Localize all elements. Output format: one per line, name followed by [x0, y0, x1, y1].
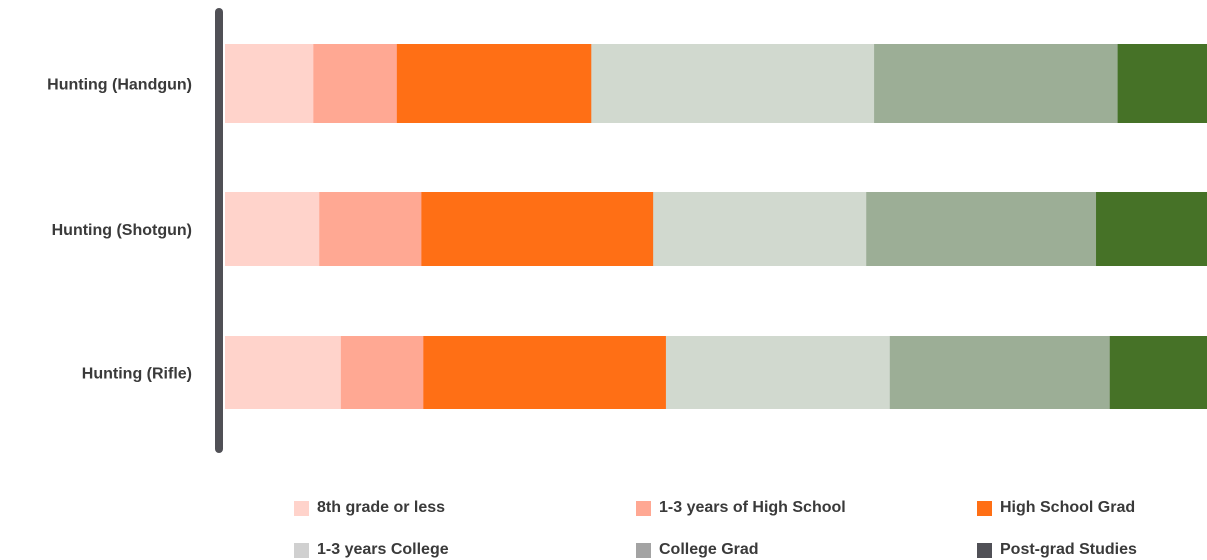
- bar-segment-1-1: [225, 44, 314, 123]
- legend-label: Post-grad Studies: [1000, 541, 1137, 558]
- bar-segment-1-4: [591, 44, 875, 123]
- legend-label: 1-3 years College: [317, 541, 449, 558]
- category-label: Hunting (Handgun): [47, 77, 192, 94]
- bar-segment-1-5: [874, 44, 1119, 123]
- category-labels: Hunting (Handgun) Hunting (Shotgun) Huntin…: [47, 77, 192, 383]
- stacked-bar-chart: Hunting (Handgun) Hunting (Shotgun) Huntin…: [47, 8, 1207, 453]
- bar-segment-1-2: [313, 44, 398, 123]
- legend-item: High School Grad: [977, 498, 1135, 518]
- legend-item: 8th grade or less: [294, 498, 445, 518]
- legend-swatch: [294, 500, 309, 516]
- bar-segment-3-4: [665, 336, 891, 409]
- legend-label: College Grad: [659, 541, 759, 558]
- bar-segment-2-4: [653, 192, 867, 266]
- legend-label: High School Grad: [1000, 499, 1136, 516]
- bar-segment-2-6: [1096, 192, 1207, 266]
- bar-segment-1-3: [396, 44, 592, 123]
- bar-segment-3-5: [889, 336, 1111, 409]
- legend-item: 1-3 years College: [294, 540, 449, 560]
- legend-swatch: [977, 500, 992, 516]
- legend-swatch: [977, 542, 992, 558]
- legend-label: 1-3 years of High School: [659, 499, 846, 516]
- bar-segment-3-6: [1109, 336, 1207, 409]
- legend: 8th grade or less 1-3 years of High Schoo…: [294, 498, 1207, 558]
- bar-segment-2-5: [866, 192, 1097, 266]
- bar-segment-2-3: [421, 192, 654, 266]
- legend-item: Post-grad Studies: [977, 540, 1137, 560]
- legend-swatch: [636, 542, 651, 558]
- bar-segment-3-2: [340, 336, 424, 409]
- legend-label: 8th grade or less: [317, 499, 446, 516]
- legend-item: 1-3 years of High School: [636, 498, 846, 518]
- bar-segment-1-6: [1117, 44, 1207, 123]
- bars-layer: [225, 44, 1207, 409]
- legend-item: College Grad: [636, 540, 759, 560]
- legend-swatch: [294, 542, 309, 558]
- category-label: Hunting (Rifle): [82, 366, 192, 383]
- bar-segment-3-3: [423, 336, 667, 409]
- bar-segment-2-1: [225, 192, 320, 266]
- category-label: Hunting (Shotgun): [52, 222, 192, 239]
- bar-segment-3-1: [225, 336, 342, 409]
- bar-segment-2-2: [319, 192, 422, 266]
- legend-swatch: [636, 500, 651, 516]
